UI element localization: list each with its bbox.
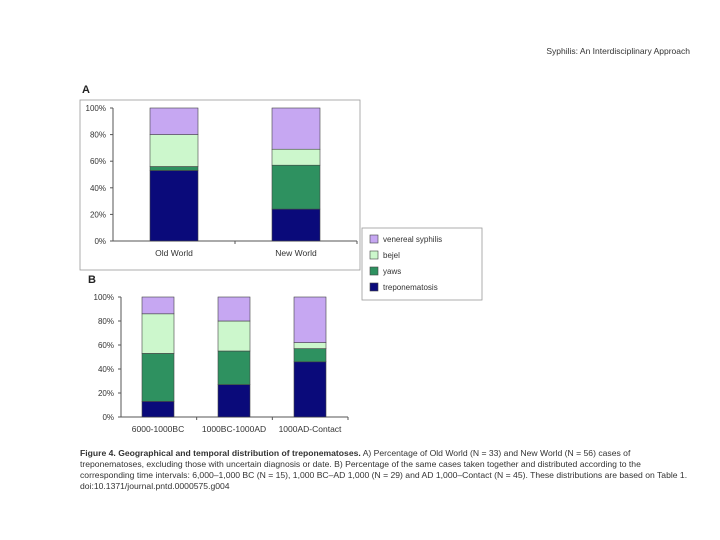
y-tick-label: 80% — [98, 317, 114, 326]
legend-box — [361, 227, 483, 301]
bar-segment-yaws — [217, 350, 251, 385]
panel-label: A — [82, 84, 90, 96]
x-tick-label: 1000BC-1000AD — [202, 424, 266, 434]
bar-segment-treponematosis — [141, 401, 175, 418]
caption-body: A) Percentage of Old World (N = 33) and … — [80, 448, 688, 480]
y-tick-label: 60% — [90, 157, 106, 166]
caption-title: Figure 4. Geographical and temporal dist… — [80, 448, 361, 458]
y-tick-label: 100% — [94, 293, 114, 302]
legend-label: venereal syphilis — [383, 235, 442, 244]
bar-segment-bejel — [217, 320, 251, 352]
x-tick-label: 6000-1000BC — [132, 424, 184, 434]
panel-label: B — [88, 274, 96, 286]
header-title: Syphilis: An Interdisciplinary Approach — [546, 46, 690, 56]
clipped-text-line — [90, 524, 690, 530]
legend: venereal syphilis bejel yaws treponematosis — [361, 227, 483, 301]
bar-segment-treponematosis — [293, 361, 327, 418]
legend-label: bejel — [383, 251, 400, 260]
x-tick-label: Old World — [155, 248, 193, 258]
y-tick-label: 20% — [90, 210, 106, 219]
x-tick-label: New World — [275, 248, 317, 258]
bar-segment-yaws — [149, 166, 199, 171]
bar-segment-bejel — [271, 148, 321, 166]
bar-segment-venereal-syphilis — [217, 296, 251, 322]
y-tick-label: 0% — [102, 413, 114, 422]
caption-doi: doi:10.1371/journal.pntd.0000575.g004 — [80, 481, 230, 491]
x-tick-label: 1000AD-Contact — [279, 424, 342, 434]
legend-label: treponematosis — [383, 283, 438, 292]
bar-segment-venereal-syphilis — [271, 107, 321, 150]
bar-segment-venereal-syphilis — [293, 296, 327, 343]
legend-swatch-yaws — [369, 266, 379, 276]
bar-segment-bejel — [293, 342, 327, 349]
y-tick-label: 20% — [98, 389, 114, 398]
bar-segment-treponematosis — [217, 384, 251, 418]
bar-segment-yaws — [293, 348, 327, 363]
bar-segment-treponematosis — [271, 208, 321, 242]
bar-segment-bejel — [149, 134, 199, 167]
legend-swatch-bejel — [369, 250, 379, 260]
panel-b: B 0% 20% 40% 60% 80% 100% 6000-1000BC 1000BC-100… — [88, 274, 349, 434]
legend-label: yaws — [383, 267, 401, 276]
legend-swatch-treponematosis — [369, 282, 379, 292]
legend-swatch-venereal-syphilis — [369, 234, 379, 244]
bar-segment-venereal-syphilis — [149, 107, 199, 135]
panel-a: A 0% 20% 40% 60% 80% 100% Old World New World — [79, 84, 361, 271]
panel-frame — [79, 99, 361, 271]
y-tick-label: 60% — [98, 341, 114, 350]
y-tick-label: 80% — [90, 131, 106, 140]
bar-segment-yaws — [271, 164, 321, 210]
y-tick-label: 40% — [90, 184, 106, 193]
y-tick-label: 100% — [86, 104, 106, 113]
bar-segment-yaws — [141, 353, 175, 402]
figure-caption: Figure 4. Geographical and temporal dist… — [80, 448, 692, 492]
bar-segment-bejel — [141, 313, 175, 354]
bar-segment-venereal-syphilis — [141, 296, 175, 315]
y-tick-label: 40% — [98, 365, 114, 374]
y-tick-label: 0% — [94, 237, 106, 246]
bar-segment-treponematosis — [149, 170, 199, 242]
